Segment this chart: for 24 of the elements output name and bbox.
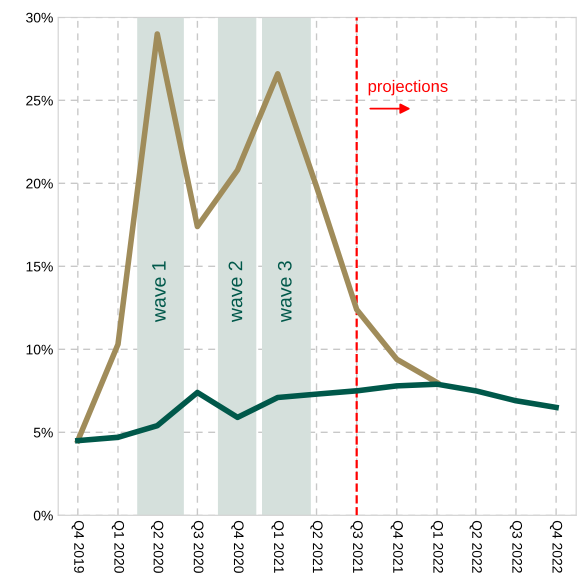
x-tick-label: Q1 2020 bbox=[112, 520, 124, 573]
x-tick-label: Q3 2020 bbox=[191, 520, 204, 573]
band-label: wave 2 bbox=[228, 261, 242, 322]
y-tick-label: 10% bbox=[26, 344, 53, 354]
x-tick-label: Q3 2022 bbox=[510, 520, 522, 573]
x-tick-label: Q2 2021 bbox=[310, 520, 323, 573]
y-tick-label: 20% bbox=[26, 178, 53, 189]
y-tick-label: 15% bbox=[26, 262, 53, 272]
x-tick-label: Q1 2022 bbox=[430, 520, 444, 573]
y-tick-label: 30% bbox=[26, 12, 53, 23]
x-tick-label: Q4 2021 bbox=[390, 520, 403, 573]
x-tick-label: Q1 2021 bbox=[271, 520, 284, 573]
band-label: wave 1 bbox=[152, 261, 166, 322]
ref-line-label: projections bbox=[368, 80, 448, 96]
band-label: wave 3 bbox=[278, 261, 292, 322]
x-tick-label: Q2 2022 bbox=[470, 520, 482, 573]
x-tick-label: Q4 2022 bbox=[550, 520, 562, 573]
x-tick-label: Q3 2021 bbox=[350, 520, 363, 573]
y-tick-label: 5% bbox=[34, 428, 53, 438]
x-tick-label: Q2 2020 bbox=[151, 520, 164, 573]
x-tick-label: Q4 2019 bbox=[72, 520, 84, 573]
x-tick-label: Q4 2020 bbox=[231, 520, 244, 573]
y-tick-label: 25% bbox=[26, 96, 53, 106]
y-tick-label: 0% bbox=[34, 510, 53, 520]
